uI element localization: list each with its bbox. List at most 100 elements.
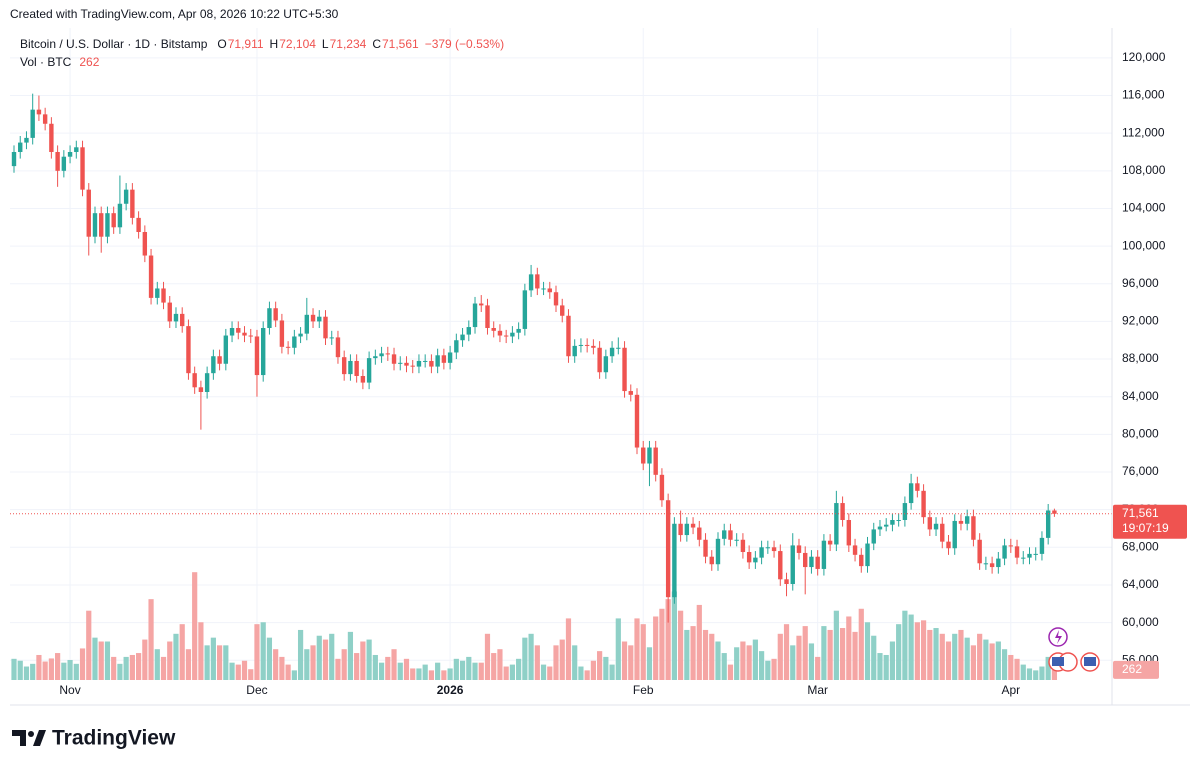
volume-bar bbox=[167, 641, 173, 680]
candle-body bbox=[285, 346, 291, 348]
legend-value: 72,104 bbox=[279, 37, 316, 51]
candle-body bbox=[846, 520, 852, 546]
candle-body bbox=[560, 305, 565, 316]
candle-body bbox=[273, 308, 278, 321]
volume-bar bbox=[285, 664, 291, 680]
candle-body bbox=[609, 347, 615, 357]
legend-key: H bbox=[270, 37, 279, 51]
volume-bar bbox=[621, 641, 628, 680]
volume-bar bbox=[908, 614, 914, 680]
candle-body bbox=[341, 357, 347, 375]
created-note: Created with TradingView.com, Apr 08, 20… bbox=[10, 7, 339, 21]
volume-bar bbox=[958, 629, 964, 680]
legend-value: 71,911 bbox=[228, 37, 264, 51]
volume-bar bbox=[727, 664, 734, 680]
candle-body bbox=[217, 356, 222, 364]
candle-body bbox=[510, 332, 515, 337]
volume-bar bbox=[260, 622, 266, 680]
candle-body bbox=[329, 337, 334, 339]
volume-bar bbox=[185, 649, 192, 680]
volume-bar bbox=[154, 649, 160, 680]
volume-bar bbox=[659, 608, 665, 680]
candle-body bbox=[24, 137, 29, 143]
volume-bar bbox=[347, 631, 354, 680]
candle-body bbox=[466, 327, 471, 335]
candle-body bbox=[715, 538, 721, 565]
candle-body bbox=[784, 579, 789, 584]
volume-bar bbox=[715, 641, 721, 680]
volume-bar bbox=[964, 637, 970, 680]
volume-bar bbox=[646, 647, 653, 680]
candle-body bbox=[834, 503, 839, 545]
legend-key: L bbox=[322, 37, 329, 51]
candle-body bbox=[479, 303, 484, 306]
volume-bar bbox=[777, 633, 783, 680]
volume-bar bbox=[67, 659, 73, 680]
candle-body bbox=[584, 344, 590, 346]
volume-bar bbox=[746, 645, 752, 680]
candle-body bbox=[192, 373, 197, 388]
volume-bar bbox=[597, 651, 603, 680]
legend-key: O bbox=[217, 37, 226, 51]
volume-bar bbox=[547, 666, 553, 680]
candle-body bbox=[491, 328, 496, 331]
y-tick-label: 96,000 bbox=[1122, 276, 1159, 290]
candle-body bbox=[778, 551, 783, 580]
volume-bar bbox=[1051, 669, 1058, 680]
volume-bar bbox=[945, 641, 952, 680]
candle-body bbox=[796, 545, 802, 553]
volume-bar bbox=[977, 633, 983, 680]
volume-bar bbox=[385, 656, 391, 680]
candle-body bbox=[422, 360, 428, 362]
candle-body bbox=[391, 354, 397, 364]
candle-body bbox=[410, 365, 415, 367]
candle-body bbox=[647, 447, 652, 464]
y-tick-label: 64,000 bbox=[1122, 577, 1159, 591]
candle-body bbox=[248, 335, 253, 337]
volume-bar bbox=[1020, 664, 1026, 680]
candle-body bbox=[771, 547, 777, 552]
candle-body bbox=[460, 334, 465, 341]
volume-bar bbox=[696, 604, 702, 680]
candle-body bbox=[746, 552, 752, 563]
volume-bar bbox=[952, 633, 958, 680]
volume-bar bbox=[36, 654, 42, 680]
candle-body bbox=[690, 523, 696, 528]
candle-body bbox=[672, 523, 677, 598]
candle-body bbox=[429, 360, 434, 367]
volume-bar bbox=[802, 626, 808, 680]
volume-bar bbox=[615, 618, 621, 680]
volume-bar bbox=[678, 610, 684, 680]
volume-bar bbox=[858, 608, 864, 680]
volume-bar bbox=[104, 641, 111, 680]
candle-body bbox=[522, 290, 528, 329]
volume-bar bbox=[970, 645, 977, 680]
volume-bar bbox=[422, 664, 428, 680]
volume-bar bbox=[665, 599, 671, 680]
brand-name: TradingView bbox=[52, 727, 176, 750]
candle-body bbox=[360, 376, 366, 383]
candle-body bbox=[958, 520, 964, 524]
candle-body bbox=[1045, 510, 1051, 538]
candle-body bbox=[622, 347, 627, 392]
volume-bar bbox=[565, 618, 572, 680]
volume-bar bbox=[241, 660, 248, 680]
volume-bar bbox=[216, 645, 223, 680]
volume-bar bbox=[17, 660, 23, 680]
volume-bar bbox=[578, 666, 584, 680]
candle-body bbox=[591, 345, 596, 348]
candle-body bbox=[366, 358, 372, 383]
volume-bar bbox=[883, 654, 889, 680]
candle-body bbox=[503, 335, 509, 337]
candle-body bbox=[42, 114, 48, 124]
volume-bar bbox=[98, 641, 104, 680]
event-icons bbox=[1048, 627, 1100, 672]
volume-bar bbox=[354, 653, 360, 680]
candle-body bbox=[815, 556, 820, 569]
volume-bar bbox=[459, 660, 466, 680]
candle-body bbox=[964, 516, 970, 524]
volume-bar bbox=[864, 622, 871, 680]
candle-body bbox=[952, 520, 957, 549]
volume-bar bbox=[702, 629, 709, 680]
volume-bar bbox=[142, 639, 148, 680]
